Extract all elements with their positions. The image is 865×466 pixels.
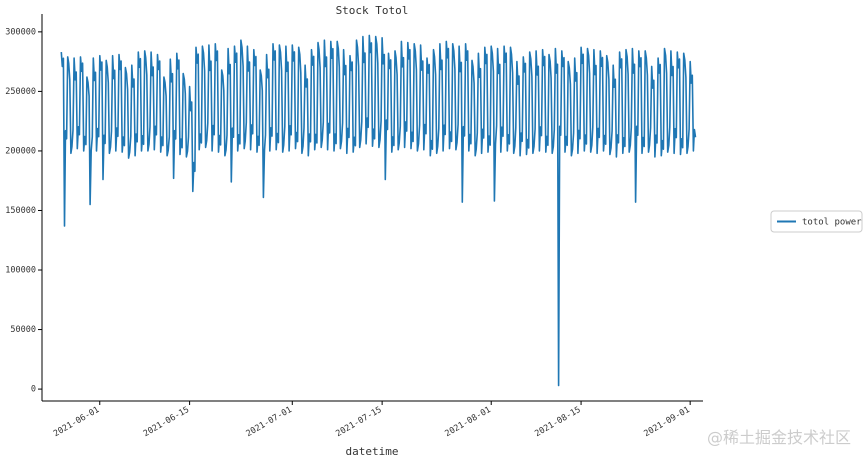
- series-layer: [60, 34, 697, 387]
- y-tick-label: 200000: [5, 146, 36, 156]
- x-tick-label: 2021-07-15: [334, 405, 383, 439]
- x-tick-label: 2021-09-01: [642, 405, 691, 439]
- x-tick-label: 2021-07-01: [244, 405, 293, 439]
- watermark: @稀土掘金技术社区: [706, 428, 851, 447]
- chart-title: Stock Totol: [336, 4, 409, 17]
- x-axis: 2021-06-01 2021-06-15 2021-07-01 2021-07-15…: [52, 401, 692, 439]
- series-line-totol-power: [60, 34, 697, 387]
- plot-spines: [41, 14, 703, 402]
- y-tick-label: 250000: [5, 87, 36, 97]
- y-tick-label: 300000: [5, 27, 36, 37]
- x-tick-label: 2021-08-01: [443, 405, 492, 439]
- x-tick-label: 2021-06-15: [142, 405, 191, 439]
- y-tick-label: 50000: [10, 325, 36, 335]
- y-axis: 0 50000 100000 150000 200000 250000 300000: [5, 27, 42, 395]
- x-tick-label: 2021-08-15: [533, 405, 582, 439]
- legend-label: totol power: [802, 218, 862, 228]
- legend: totol power: [770, 210, 863, 233]
- legend-frame: [770, 210, 863, 233]
- y-tick-label: 150000: [5, 206, 36, 216]
- y-tick-label: 0: [31, 385, 36, 395]
- y-tick-label: 100000: [5, 266, 36, 276]
- x-tick-label: 2021-06-01: [52, 405, 101, 439]
- x-axis-label: datetime: [346, 445, 399, 458]
